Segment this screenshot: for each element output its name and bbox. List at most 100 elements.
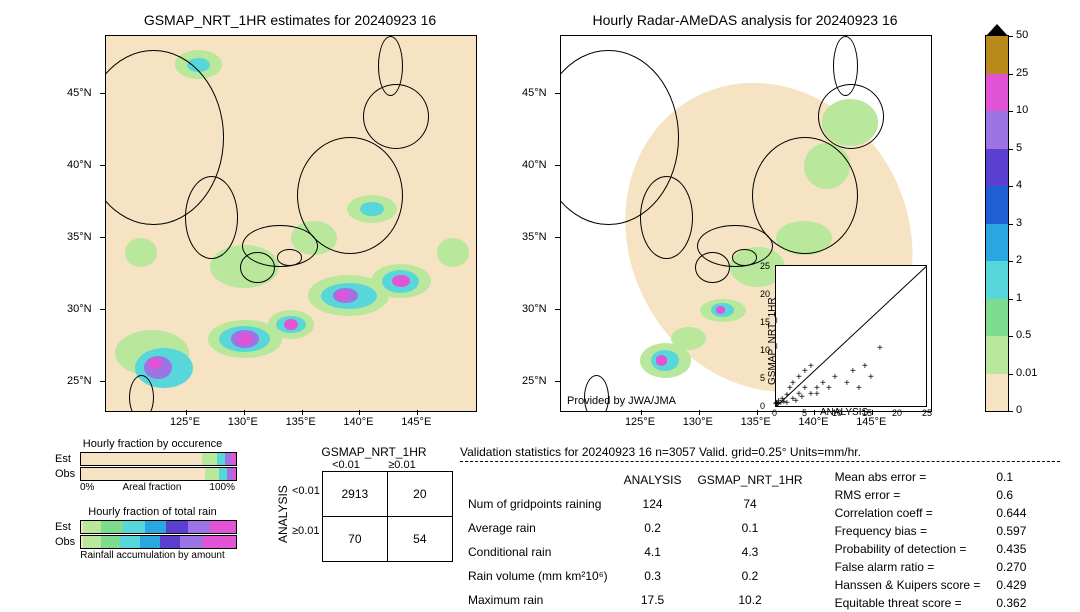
- rain-blob: [392, 275, 411, 287]
- page-root: GSMAP_NRT_1HR estimates for 20240923 16 …: [0, 0, 1080, 612]
- v-stat-label: Frequency bias =: [827, 522, 989, 540]
- colorbar-tick-label: 2: [1016, 254, 1022, 266]
- v-row-a: 4.1: [616, 540, 690, 564]
- map-right-title: Hourly Radar-AMeDAS analysis for 2024092…: [560, 12, 930, 28]
- colorbar-segment: [986, 74, 1008, 112]
- map-xtick-label: 125°E: [625, 416, 655, 428]
- scatter-ylabel: GSMAP_NRT_1HR: [767, 297, 778, 385]
- v-stat-val: 0.435: [988, 540, 1034, 558]
- v-row-b: 10.2: [689, 588, 810, 612]
- scatter-point: +: [814, 389, 820, 400]
- contingency-row-header: ANALYSIS: [276, 485, 290, 543]
- v-stat-label: Probability of detection =: [827, 540, 989, 558]
- contingency-table: 291320 7054: [322, 471, 453, 562]
- v-row-label: Maximum rain: [460, 588, 616, 612]
- map-xtick-label: 130°E: [683, 416, 713, 428]
- scatter-point: +: [802, 383, 808, 394]
- colorbar-segment: [986, 261, 1008, 299]
- rain-blob: [656, 355, 668, 365]
- colorbar-tick-label: 0.01: [1016, 367, 1037, 379]
- v-row-b: 4.3: [689, 540, 810, 564]
- v-stat-val: 0.270: [988, 558, 1034, 576]
- v-row-b: 0.2: [689, 564, 810, 588]
- coastline: [732, 249, 757, 265]
- ct-00: 2913: [322, 472, 387, 517]
- occ-tick-0: 0%: [80, 482, 94, 493]
- map-ytick-label: 40°N: [67, 159, 92, 171]
- hourly-total-chart: Hourly fraction of total rain EstObs Rai…: [55, 506, 250, 561]
- scatter-point: +: [784, 398, 790, 409]
- ct-col-1: ≥0.01: [374, 459, 430, 471]
- contingency-block: GSMAP_NRT_1HR ANALYSIS <0.01 ≥0.01 <0.01…: [278, 445, 453, 562]
- scatter-point: +: [796, 372, 802, 383]
- hourly-total-footer: Rainfall accumulation by amount: [55, 550, 250, 561]
- map-left: [105, 35, 477, 412]
- map-xtick-label: 140°E: [343, 416, 373, 428]
- colorbar-segment: [986, 186, 1008, 224]
- rain-blob: [148, 358, 162, 370]
- map-ytick-label: 25°N: [522, 375, 547, 387]
- map-ytick-label: 25°N: [67, 375, 92, 387]
- map-ytick-label: 30°N: [522, 303, 547, 315]
- map-ytick-label: 35°N: [67, 231, 92, 243]
- coastline: [277, 249, 302, 265]
- colorbar-tick-label: 1: [1016, 292, 1022, 304]
- map-xtick-label: 130°E: [228, 416, 258, 428]
- colorbar-segment: [986, 36, 1008, 74]
- scatter-point: +: [790, 378, 796, 389]
- colorbar-tick-label: 3: [1016, 217, 1022, 229]
- map-ytick-label: 35°N: [522, 231, 547, 243]
- coastline: [240, 252, 274, 283]
- v-row-b: 74: [689, 492, 810, 516]
- scatter-point: +: [820, 378, 826, 389]
- scatter-point: +: [877, 343, 883, 354]
- map-xtick-label: 135°E: [286, 416, 316, 428]
- ct-col-0: <0.01: [318, 459, 374, 471]
- v-row-a: 17.5: [616, 588, 690, 612]
- hourly-total-title: Hourly fraction of total rain: [55, 506, 250, 518]
- bar-row-label: Obs: [55, 468, 80, 480]
- v-col-b: GSMAP_NRT_1HR: [689, 468, 810, 492]
- validation-right-table: Mean abs error =0.1RMS error =0.6Correla…: [827, 468, 1035, 612]
- v-stat-val: 0.429: [988, 576, 1034, 594]
- map-xtick-label: 145°E: [401, 416, 431, 428]
- v-stat-val: 0.362: [988, 594, 1034, 612]
- scatter-point: +: [826, 383, 832, 394]
- v-row-label: Average rain: [460, 516, 616, 540]
- v-stat-val: 0.597: [988, 522, 1034, 540]
- v-row-label: Num of gridpoints raining: [460, 492, 616, 516]
- coastline: [818, 84, 885, 149]
- colorbar-pointer: [986, 24, 1008, 36]
- ct-row-1: ≥0.01: [292, 525, 320, 537]
- v-stat-label: Mean abs error =: [827, 468, 989, 486]
- map-xtick-label: 125°E: [170, 416, 200, 428]
- hourly-occurrence-title: Hourly fraction by occurence: [55, 438, 250, 450]
- map-xtick-label: 135°E: [741, 416, 771, 428]
- rain-blob: [237, 333, 253, 345]
- colorbar-segment: [986, 149, 1008, 187]
- colorbar-segment: [986, 374, 1008, 412]
- v-row-a: 0.3: [616, 564, 690, 588]
- ct-11: 54: [387, 517, 452, 562]
- map-ytick-label: 30°N: [67, 303, 92, 315]
- validation-title: Validation statistics for 20240923 16 n=…: [460, 445, 1060, 462]
- v-stat-val: 0.644: [988, 504, 1034, 522]
- stacked-bar: [80, 452, 237, 466]
- rain-blob: [336, 291, 350, 300]
- map-left-title: GSMAP_NRT_1HR estimates for 20240923 16: [105, 12, 475, 28]
- colorbar-tick-label: 4: [1016, 179, 1022, 191]
- scatter-point: +: [862, 361, 868, 372]
- coastline: [584, 375, 609, 412]
- v-stat-label: False alarm ratio =: [827, 558, 989, 576]
- rain-blob: [125, 238, 157, 267]
- v-stat-label: Hanssen & Kuipers score =: [827, 576, 989, 594]
- colorbar-tick-label: 0.5: [1016, 329, 1031, 341]
- scatter-point: +: [868, 372, 874, 383]
- colorbar-tick-label: 5: [1016, 142, 1022, 154]
- scatter-point: +: [832, 372, 838, 383]
- ct-row-0: <0.01: [292, 485, 320, 497]
- hourly-occurrence-chart: Hourly fraction by occurence EstObs 0% A…: [55, 438, 250, 493]
- scatter-point: +: [850, 366, 856, 377]
- v-stat-label: Equitable threat score =: [827, 594, 989, 612]
- coastline: [833, 36, 858, 96]
